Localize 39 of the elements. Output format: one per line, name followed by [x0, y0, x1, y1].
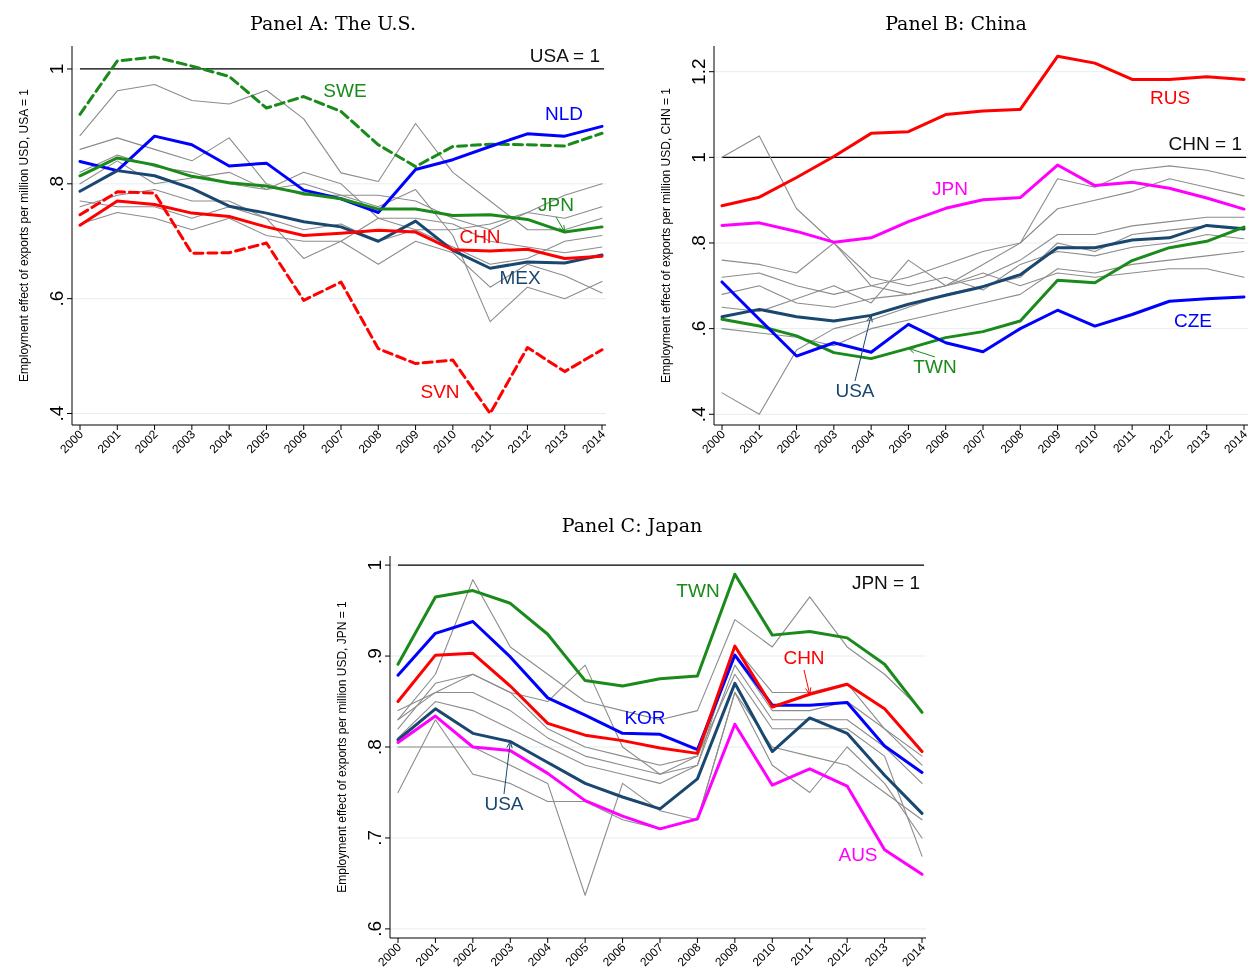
y-tick-label: .6 [688, 320, 709, 337]
y-tick-label: .6 [364, 920, 385, 937]
ref-line-label: JPN = 1 [851, 572, 920, 594]
series-label: JPN [932, 178, 968, 200]
series-label: CHN [459, 226, 501, 248]
y-tick-label: .4 [46, 405, 67, 422]
y-tick-label: 1.2 [688, 58, 709, 85]
series-label: MEX [499, 267, 541, 289]
y-tick-label: .8 [364, 739, 385, 755]
series-label: KOR [624, 707, 666, 729]
chart-title: Panel A: The U.S. [250, 12, 416, 34]
y-axis-title: Employment effect of exports per million USD, USA = 1 [17, 88, 31, 382]
y-tick-label: .6 [46, 290, 67, 307]
series-label: CZE [1174, 310, 1212, 332]
y-tick-label: 1 [688, 152, 709, 163]
y-tick-label: .4 [688, 405, 709, 423]
series-label: SVN [420, 381, 460, 403]
y-axis-title: Employment effect of exports per million USD, JPN = 1 [335, 600, 349, 893]
y-tick-label: .8 [688, 235, 709, 251]
y-axis-title: Employment effect of exports per million USD, CHN = 1 [659, 87, 673, 383]
series-label: CHN [783, 647, 825, 669]
series-label: NLD [544, 103, 584, 125]
y-tick-label: .8 [46, 175, 67, 192]
y-tick-label: .7 [364, 830, 385, 846]
y-tick-label: 1 [364, 559, 385, 571]
ref-line-label: USA = 1 [529, 44, 600, 66]
y-tick-label: .9 [364, 648, 385, 664]
ref-line-label: CHN = 1 [1168, 133, 1242, 155]
text: USA [484, 793, 524, 815]
series-label: SWE [323, 80, 367, 102]
chart-title: Panel B: China [885, 12, 1027, 34]
chart-title: Panel C: Japan [561, 514, 703, 536]
series-label: TWN [676, 580, 720, 602]
series-label: JPN [538, 194, 574, 216]
y-tick-label: 1 [46, 63, 67, 75]
series-label: AUS [838, 844, 878, 866]
legend-label: TWN [913, 356, 957, 378]
series-label: RUS [1149, 87, 1191, 109]
text: USA [835, 380, 875, 402]
